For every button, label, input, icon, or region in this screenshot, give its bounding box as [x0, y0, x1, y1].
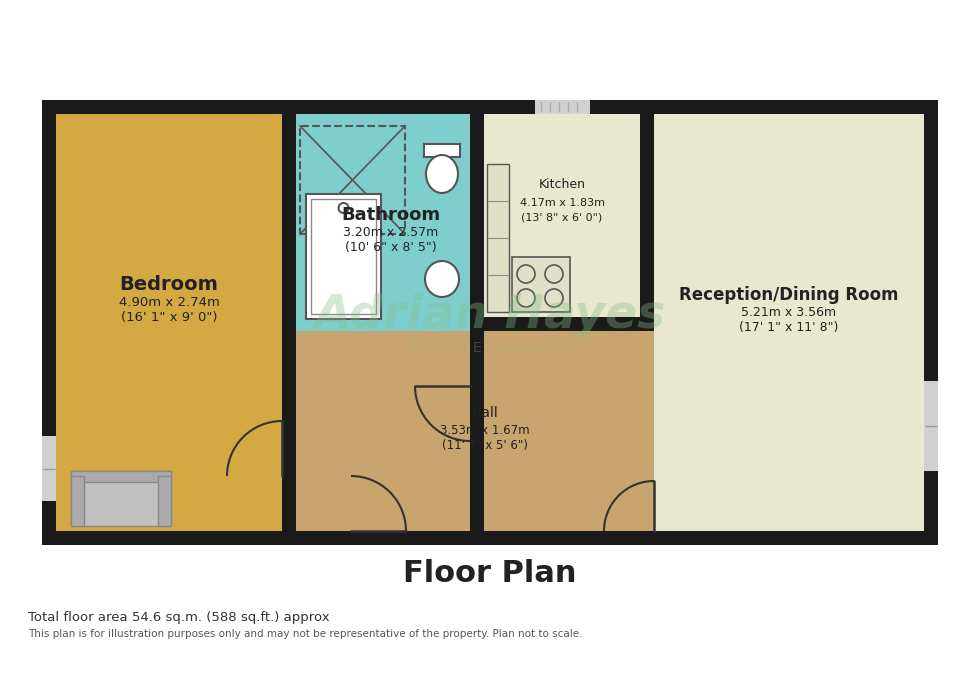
Bar: [470, 114, 484, 531]
Text: This plan is for illustration purposes only and may not be representative of the: This plan is for illustration purposes o…: [28, 629, 582, 639]
Bar: [484, 317, 654, 331]
Text: 3.53m x 1.67m: 3.53m x 1.67m: [440, 425, 530, 438]
Text: (11' 7" x 5' 6"): (11' 7" x 5' 6"): [442, 440, 528, 453]
Ellipse shape: [426, 155, 458, 193]
Bar: [42, 436, 56, 501]
Bar: [424, 144, 460, 157]
Bar: [71, 476, 84, 526]
Bar: [71, 471, 171, 482]
Circle shape: [338, 203, 349, 213]
Bar: [654, 114, 924, 531]
Bar: [71, 471, 171, 526]
Text: Bathroom: Bathroom: [341, 206, 441, 224]
Bar: [296, 331, 654, 531]
Text: 3.20m x 2.57m: 3.20m x 2.57m: [343, 226, 439, 239]
Ellipse shape: [425, 261, 459, 297]
Text: Floor Plan: Floor Plan: [403, 560, 577, 589]
Bar: [311, 199, 376, 314]
Text: Bedroom: Bedroom: [120, 275, 219, 294]
Text: Kitchen: Kitchen: [538, 178, 585, 191]
Bar: [42, 100, 938, 545]
Bar: [487, 164, 509, 312]
Bar: [640, 114, 654, 331]
Bar: [56, 114, 282, 531]
Bar: [296, 114, 470, 531]
Bar: [535, 100, 590, 114]
Text: 5.21m x 3.56m: 5.21m x 3.56m: [742, 306, 837, 319]
Bar: [300, 126, 405, 234]
Text: E S T A T E   A G E N T S: E S T A T E A G E N T S: [407, 341, 573, 355]
Bar: [306, 194, 381, 319]
Text: 4.90m x 2.74m: 4.90m x 2.74m: [119, 296, 220, 309]
Bar: [924, 381, 938, 471]
Bar: [484, 114, 640, 331]
Bar: [512, 257, 570, 312]
Bar: [158, 476, 171, 526]
Text: 4.17m x 1.83m: 4.17m x 1.83m: [519, 198, 605, 207]
Text: (10' 6" x 8' 5"): (10' 6" x 8' 5"): [345, 241, 437, 254]
Text: (13' 8" x 6' 0"): (13' 8" x 6' 0"): [521, 213, 603, 222]
Bar: [282, 114, 296, 531]
Text: Hall: Hall: [471, 406, 499, 420]
Text: Reception/Dining Room: Reception/Dining Room: [679, 285, 899, 303]
Text: (16' 1" x 9' 0"): (16' 1" x 9' 0"): [121, 311, 218, 324]
Text: Total floor area 54.6 sq.m. (588 sq.ft.) approx: Total floor area 54.6 sq.m. (588 sq.ft.)…: [28, 611, 329, 624]
Text: Adrian Hayes: Adrian Hayes: [315, 294, 665, 338]
Text: (17' 1" x 11' 8"): (17' 1" x 11' 8"): [739, 321, 839, 334]
